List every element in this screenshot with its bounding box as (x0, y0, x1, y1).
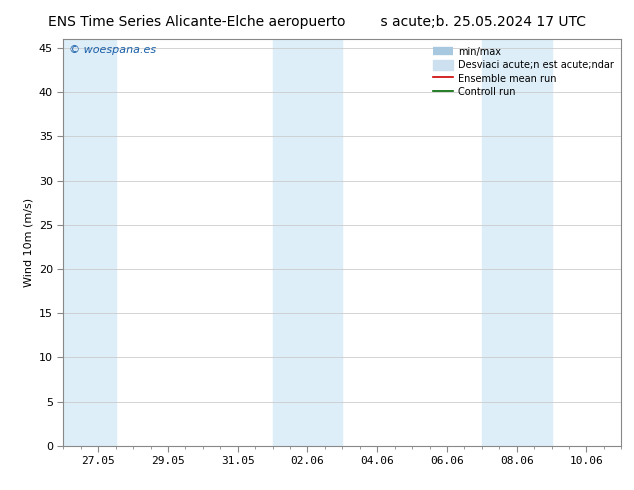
Bar (46, 39, 115, 446)
Bar (482, 39, 552, 446)
Bar (273, 39, 342, 446)
Text: ENS Time Series Alicante-Elche aeropuerto        s acute;b. 25.05.2024 17 UTC: ENS Time Series Alicante-Elche aeropuert… (48, 15, 586, 29)
Legend: min/max, Desviaci acute;n est acute;ndar, Ensemble mean run, Controll run: min/max, Desviaci acute;n est acute;ndar… (430, 44, 616, 99)
Text: © woespana.es: © woespana.es (69, 45, 156, 55)
Y-axis label: Wind 10m (m/s): Wind 10m (m/s) (23, 198, 34, 287)
